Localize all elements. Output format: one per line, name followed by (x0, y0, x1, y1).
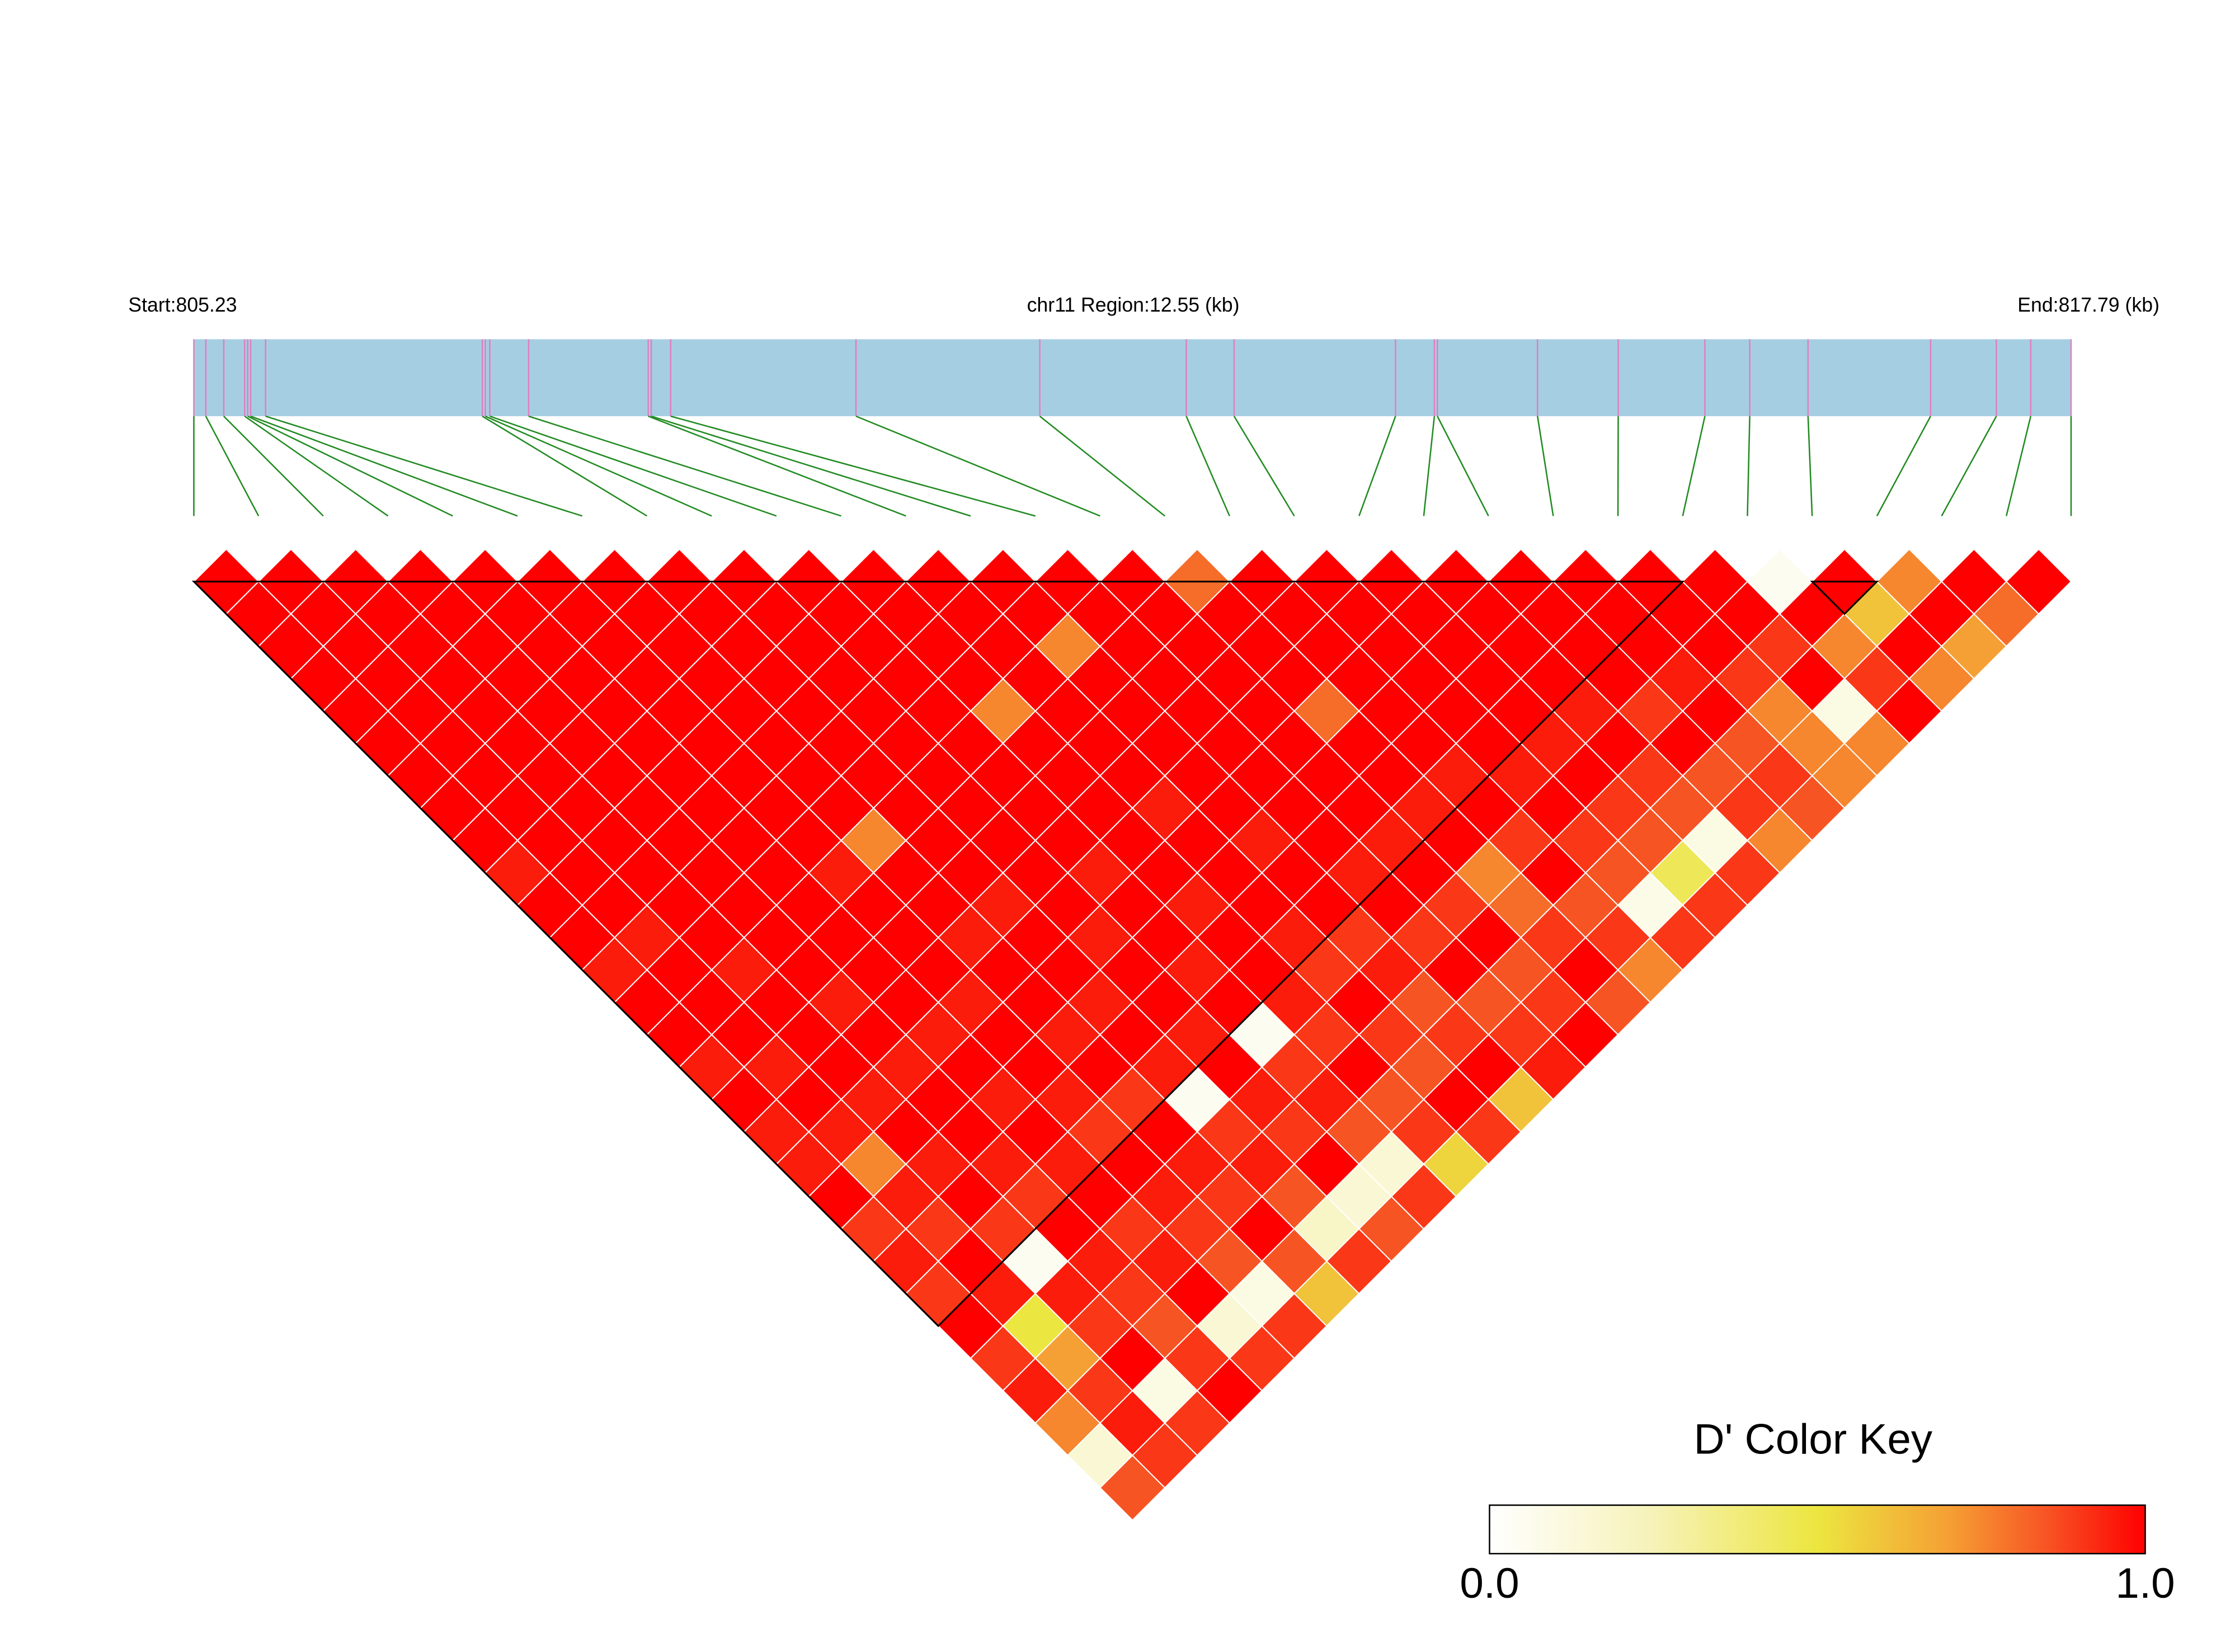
snp-connector (1536, 416, 1554, 516)
snp-connector (528, 415, 841, 517)
snp-connector (1437, 416, 1489, 516)
color-key-bar (1489, 1504, 2146, 1555)
snp-connector (855, 415, 1100, 517)
snp-connector (244, 415, 389, 517)
snp-connector (1358, 416, 1396, 516)
region-label: chr11 Region:12.55 (kb) (1027, 294, 1240, 316)
snp-connector (265, 415, 583, 517)
snp-connector (651, 415, 971, 517)
start-label: Start:805.23 (128, 294, 237, 316)
snp-connector (1747, 416, 1751, 516)
snp-connector (2006, 416, 2032, 516)
color-key-tick-label: 0.0 (1460, 1560, 1519, 1607)
snp-connector (247, 415, 453, 517)
ld-cell (2005, 548, 2072, 615)
snp-connector (484, 415, 712, 517)
snp-connector (1423, 416, 1436, 516)
end-label: End:817.79 (kb) (2017, 294, 2159, 316)
snp-connector (1807, 416, 1813, 516)
snp-connector (205, 416, 260, 516)
snp-connector (482, 415, 648, 517)
snp-connector (648, 415, 906, 517)
snp-connector (1185, 416, 1230, 516)
ld-block (1810, 581, 1879, 615)
color-key-tick-label: 1.0 (2115, 1560, 2175, 1607)
snp-connector (1039, 416, 1165, 517)
snp-connector (490, 415, 777, 517)
snp-connector (1682, 416, 1706, 516)
color-key-title: D' Color Key (1694, 1416, 1933, 1463)
ld-block (191, 581, 1685, 1328)
snp-connector (1876, 416, 1931, 516)
snp-connector (670, 415, 1036, 517)
gene-track (194, 339, 2071, 416)
snp-connector (250, 415, 518, 517)
snp-connector (1941, 416, 1997, 516)
snp-connector (1233, 416, 1295, 517)
snp-connector (223, 416, 324, 517)
